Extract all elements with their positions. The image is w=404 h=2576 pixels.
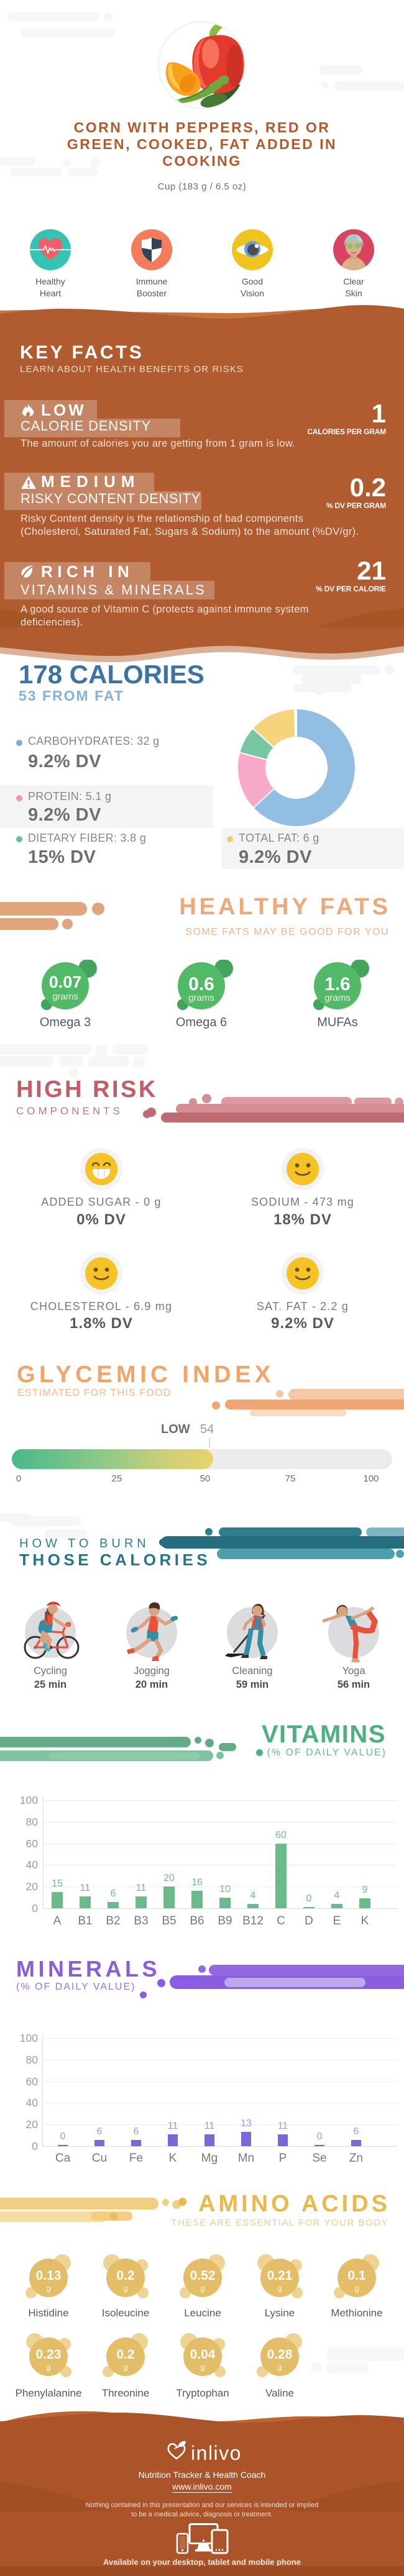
svg-text:0.2: 0.2: [116, 2347, 134, 2362]
svg-text:grams: grams: [188, 993, 214, 1003]
svg-text:g: g: [277, 2362, 282, 2372]
svg-text:g: g: [354, 2283, 359, 2293]
svg-text:1.6: 1.6: [324, 974, 351, 994]
svg-text:g: g: [123, 2362, 127, 2372]
svg-text:grams: grams: [52, 991, 78, 1002]
svg-text:0.21: 0.21: [267, 2269, 293, 2283]
svg-text:0.04: 0.04: [190, 2347, 216, 2362]
svg-text:0.23: 0.23: [36, 2347, 62, 2362]
svg-text:0.2: 0.2: [116, 2269, 134, 2283]
svg-text:0.07: 0.07: [49, 973, 82, 991]
svg-text:g: g: [200, 2362, 204, 2372]
svg-text:0.1: 0.1: [347, 2269, 366, 2283]
svg-text:g: g: [200, 2283, 204, 2293]
svg-text:g: g: [277, 2283, 282, 2293]
svg-text:inlivo: inlivo: [191, 2442, 242, 2464]
svg-text:g: g: [123, 2283, 127, 2293]
svg-text:0.28: 0.28: [267, 2347, 293, 2362]
svg-text:g: g: [46, 2283, 50, 2293]
svg-text:0.6: 0.6: [188, 974, 214, 994]
svg-text:0.13: 0.13: [36, 2269, 62, 2283]
svg-text:grams: grams: [324, 993, 351, 1003]
svg-text:0.52: 0.52: [190, 2269, 216, 2283]
svg-text:g: g: [46, 2362, 50, 2372]
